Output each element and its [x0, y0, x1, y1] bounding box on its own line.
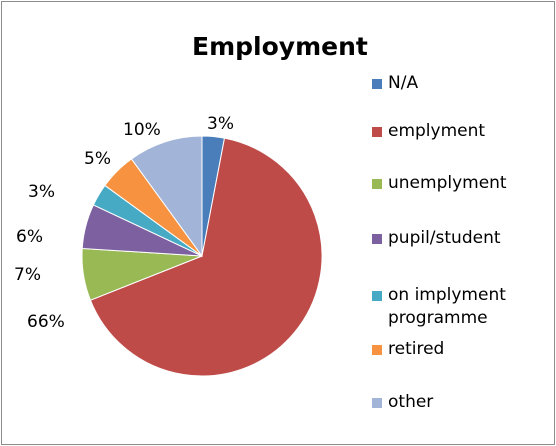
legend-label: pupil/student: [388, 228, 501, 248]
legend-item-5: on implyment programme: [372, 284, 506, 330]
data-label-5: 3%: [28, 182, 55, 202]
legend-item-2: emplyment: [372, 120, 485, 143]
legend-item-7: other: [372, 391, 433, 414]
pie-slice-7: [130, 135, 203, 258]
data-label-6: 5%: [84, 149, 111, 169]
legend-item-6: retired: [372, 338, 444, 361]
legend-label: emplyment: [388, 121, 486, 141]
legend-swatch: [372, 291, 382, 301]
data-label-4: 6%: [16, 227, 43, 247]
data-label-2: 66%: [27, 312, 65, 332]
legend-label: N/A: [388, 73, 419, 93]
legend-swatch: [372, 345, 382, 355]
legend-swatch: [372, 234, 382, 244]
legend-item-4: pupil/student: [372, 227, 501, 250]
pie-slice-2: [89, 137, 323, 377]
legend-label: retired: [388, 339, 445, 359]
legend-swatch: [372, 179, 382, 189]
legend-label: unemplyment: [388, 173, 507, 193]
legend-item-1: N/A: [372, 72, 418, 95]
legend-swatch: [372, 127, 382, 137]
data-label-1: 3%: [207, 114, 234, 134]
legend-swatch: [372, 398, 382, 408]
chart-title: Employment: [192, 32, 368, 61]
data-label-7: 10%: [123, 120, 161, 140]
legend-swatch: [372, 79, 382, 89]
data-label-3: 7%: [14, 265, 41, 285]
legend-label: on implyment programme: [388, 285, 506, 328]
legend-label: other: [388, 392, 434, 412]
legend-item-3: unemplyment: [372, 172, 507, 195]
